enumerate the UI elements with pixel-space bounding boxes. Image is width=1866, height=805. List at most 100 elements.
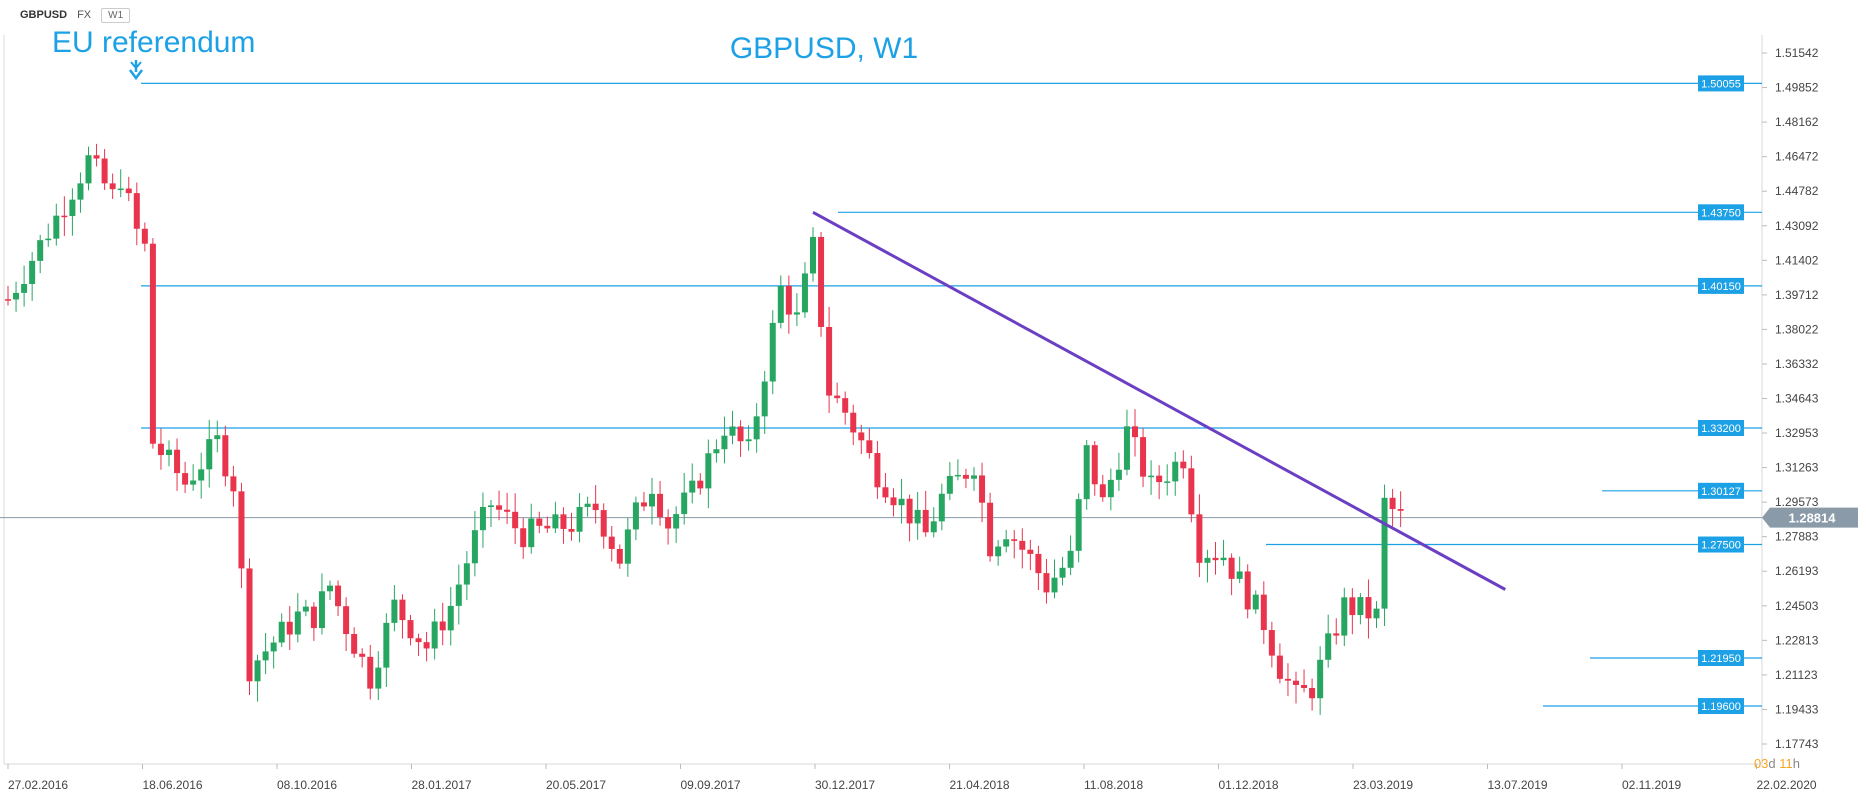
- candle-body: [962, 474, 969, 479]
- candle: [640, 491, 647, 512]
- candle-body: [1196, 514, 1203, 563]
- horizontal-levels: 1.50055 1.43750 1.40150 1.33200 1.30127 1.275…: [0, 75, 1762, 715]
- candle-body: [697, 480, 704, 489]
- candle-body: [182, 473, 189, 485]
- candle: [166, 440, 172, 467]
- candle: [745, 425, 752, 451]
- candle: [262, 633, 269, 675]
- market-label[interactable]: FX: [77, 9, 92, 21]
- candle-body: [753, 416, 760, 440]
- level-tag: [1698, 277, 1744, 294]
- candle-body: [930, 521, 937, 533]
- candle-body: [938, 493, 945, 522]
- candle-body: [528, 518, 535, 548]
- level-tag-label: 1.27500: [1701, 540, 1741, 552]
- y-tick-label: 1.17743: [1775, 737, 1819, 751]
- candle-body: [1268, 630, 1275, 656]
- candle: [45, 223, 52, 247]
- x-tick-label: 01.12.2018: [1219, 778, 1279, 792]
- candle-body: [222, 435, 229, 477]
- candle-body: [310, 606, 317, 629]
- candle: [810, 227, 816, 282]
- y-tick-label: 1.31263: [1775, 461, 1819, 475]
- candle-body: [882, 487, 889, 498]
- candle-body: [1301, 684, 1308, 689]
- candle-body: [834, 395, 841, 399]
- candle-body: [504, 509, 511, 512]
- candle-body: [1309, 688, 1316, 699]
- candle-body: [318, 591, 325, 629]
- candle: [850, 404, 857, 446]
- y-tick-label: 1.39712: [1775, 288, 1819, 302]
- candle: [1397, 491, 1404, 528]
- candle: [753, 403, 760, 453]
- candle-body: [391, 599, 398, 623]
- candle-body: [399, 599, 406, 621]
- candle: [157, 428, 164, 470]
- candle: [496, 490, 503, 521]
- candle: [1083, 439, 1090, 510]
- candle: [1373, 601, 1380, 629]
- candle-body: [1397, 509, 1404, 511]
- candle-body: [1059, 567, 1066, 578]
- candle: [1075, 493, 1082, 563]
- candle-body: [1051, 577, 1058, 593]
- candle: [906, 494, 913, 542]
- candle-body: [560, 514, 567, 529]
- trendline: [812, 210, 1507, 591]
- candle: [995, 540, 1002, 566]
- x-tick-label: 09.09.2017: [681, 778, 741, 792]
- candle-body: [13, 292, 20, 300]
- candle: [335, 580, 342, 617]
- symbol-label[interactable]: GBPUSD: [20, 9, 68, 21]
- x-tick-label: 30.12.2017: [815, 778, 875, 792]
- level-tag-label: 1.43750: [1701, 207, 1741, 219]
- candle-body: [5, 299, 11, 301]
- candle-body: [1220, 557, 1227, 561]
- candle-body: [874, 453, 881, 488]
- candle-body: [1083, 445, 1090, 500]
- candle: [528, 503, 535, 554]
- candle-body: [246, 568, 253, 682]
- candle: [592, 485, 599, 524]
- candle-body: [439, 621, 446, 631]
- candle: [182, 461, 189, 494]
- candle-body: [1389, 497, 1396, 510]
- candle: [77, 172, 84, 213]
- candle-body: [520, 528, 527, 548]
- candle: [1059, 556, 1066, 586]
- candle-body: [455, 584, 462, 606]
- candle: [1115, 452, 1122, 491]
- candle: [914, 491, 921, 540]
- candle-body: [1333, 633, 1340, 636]
- candle: [302, 599, 309, 617]
- candle: [463, 551, 470, 601]
- y-tick-label: 1.26193: [1775, 564, 1819, 578]
- candle: [1099, 474, 1106, 502]
- timeframe-dropdown[interactable]: W1: [101, 7, 131, 23]
- candle: [761, 371, 768, 434]
- candle: [1212, 541, 1219, 575]
- candle-body: [745, 439, 752, 442]
- y-tick-label: 1.51542: [1775, 46, 1819, 60]
- candle: [801, 262, 808, 318]
- candle-body: [640, 502, 647, 507]
- candle: [439, 602, 446, 646]
- candle-body: [576, 506, 583, 532]
- candle-body: [946, 475, 953, 494]
- candle-body: [230, 476, 237, 492]
- candle-body: [592, 503, 599, 511]
- candle: [1148, 460, 1155, 495]
- candle: [769, 310, 776, 395]
- candle: [1260, 581, 1267, 645]
- candle: [1188, 455, 1195, 523]
- candle: [1333, 618, 1340, 645]
- candle: [214, 420, 221, 453]
- candle: [488, 500, 494, 527]
- candle-body: [512, 511, 519, 529]
- y-tick-label: 1.34643: [1775, 391, 1819, 405]
- y-tick-label: 1.38022: [1775, 322, 1819, 336]
- candle-body: [1228, 557, 1235, 579]
- y-tick-label: 1.21123: [1775, 668, 1818, 682]
